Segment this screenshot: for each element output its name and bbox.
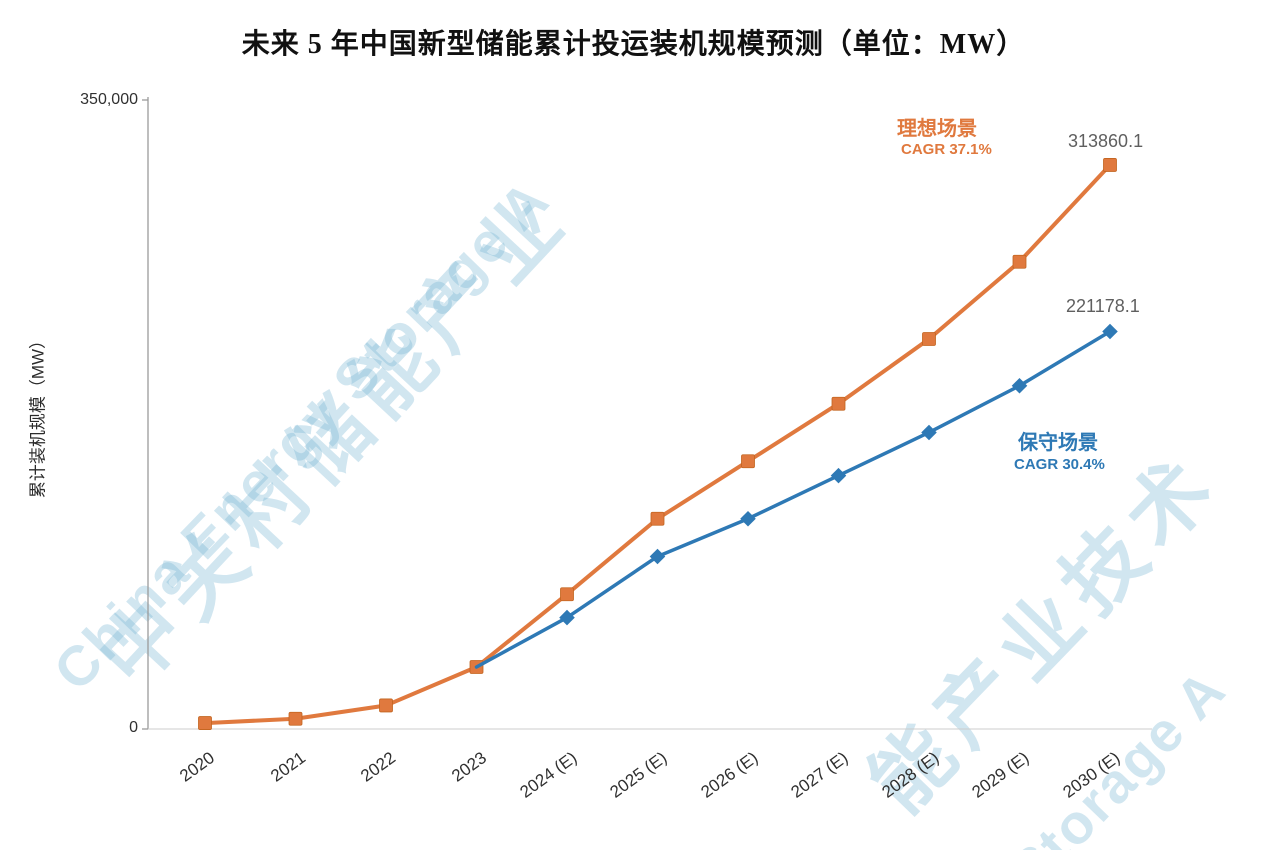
x-axis-label: 2023: [447, 748, 490, 786]
x-axis-label: 2030 (E): [1059, 748, 1124, 802]
y-axis-title: 累计装机规模（MW）: [28, 331, 48, 499]
data-point-square: [288, 711, 303, 726]
x-axis-label: 2020: [176, 748, 219, 786]
watermark-text-en-right: Storage A: [997, 656, 1238, 850]
y-axis-tick-max: 350,000: [80, 91, 138, 108]
data-point-square: [469, 660, 484, 674]
x-axis-label: 2028 (E): [878, 748, 943, 802]
watermark-text-cn-left: 中关村储能产业: [82, 171, 587, 703]
data-point-square: [560, 587, 574, 602]
y-axis-tick-zero: 0: [129, 719, 138, 736]
data-point-square: [741, 454, 755, 469]
data-point-diamond: [559, 609, 575, 626]
data-point-diamond: [1011, 377, 1028, 394]
end-value-ideal: 313860.1: [1068, 131, 1144, 151]
series-label-conservative: 保守场景: [1018, 432, 1098, 454]
series-line-conservative: [474, 329, 1112, 669]
data-point-diamond: [921, 424, 937, 441]
data-point-square: [650, 511, 665, 526]
data-point-square: [922, 332, 936, 346]
chart-title: 未来 5 年中国新型储能累计投运装机规模预测（单位：MW）: [241, 29, 1026, 60]
x-axis-label: 2027 (E): [787, 748, 852, 802]
data-point-diamond: [830, 467, 847, 484]
data-point-diamond: [740, 510, 756, 527]
x-axis-label: 2021: [266, 748, 309, 786]
x-axis-label: 2026 (E): [697, 748, 762, 802]
series-cagr-conservative: CAGR 30.4%: [1014, 456, 1105, 473]
data-point-diamond: [1102, 323, 1118, 340]
x-axis-label: 2025 (E): [606, 748, 671, 802]
data-point-diamond: [649, 548, 666, 565]
end-value-conservative: 221178.1: [1066, 296, 1140, 316]
series-label-ideal: 理想场景: [897, 118, 977, 140]
data-point-square: [1012, 254, 1027, 269]
x-axis-label: 2029 (E): [968, 748, 1033, 802]
series-line-ideal: [203, 162, 1112, 726]
watermark-text-en-left: China Energy Storage A: [41, 167, 562, 703]
x-axis-label: 2022: [357, 748, 400, 786]
data-point-square: [379, 698, 393, 713]
data-point-square: [1103, 158, 1117, 172]
series-cagr-ideal: CAGR 37.1%: [901, 141, 992, 158]
data-point-square: [198, 716, 212, 730]
x-axis-label: 2024 (E): [516, 748, 581, 802]
data-point-square: [831, 396, 846, 411]
